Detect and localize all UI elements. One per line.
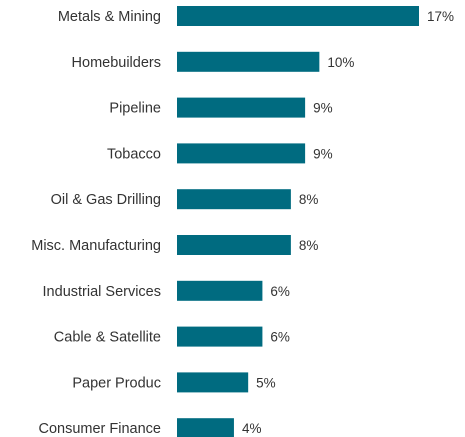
bar bbox=[177, 143, 306, 164]
bar bbox=[177, 280, 263, 301]
bar bbox=[177, 235, 291, 255]
value-label: 9% bbox=[313, 101, 333, 116]
value-label: 4% bbox=[242, 421, 262, 436]
value-label: 5% bbox=[256, 375, 276, 390]
category-label: Metals & Mining bbox=[58, 9, 161, 25]
value-label: 6% bbox=[270, 330, 290, 345]
bar bbox=[177, 6, 419, 26]
value-label: 8% bbox=[299, 192, 319, 207]
value-label: 17% bbox=[427, 9, 454, 24]
value-label: 9% bbox=[313, 146, 333, 161]
category-label: Homebuilders bbox=[72, 55, 161, 71]
bar bbox=[177, 51, 320, 72]
bar bbox=[177, 418, 234, 437]
bar bbox=[177, 326, 263, 347]
category-label: Consumer Finance bbox=[39, 421, 162, 437]
bar bbox=[177, 97, 306, 118]
category-label: Industrial Services bbox=[43, 284, 161, 300]
category-label: Oil & Gas Drilling bbox=[51, 192, 161, 208]
bar bbox=[177, 189, 291, 210]
value-label: 6% bbox=[270, 284, 290, 299]
category-label: Tobacco bbox=[107, 146, 161, 162]
category-label: Paper Produc bbox=[72, 375, 161, 391]
value-label: 10% bbox=[327, 55, 354, 70]
category-label: Cable & Satellite bbox=[54, 330, 161, 346]
category-label: Pipeline bbox=[109, 101, 161, 117]
bar bbox=[177, 372, 249, 393]
value-label: 8% bbox=[299, 238, 319, 253]
bars-layer: Metals & Mining 17% Homebuilders 10% Pipelin… bbox=[31, 6, 454, 437]
category-label: Misc. Manufacturing bbox=[31, 238, 161, 254]
